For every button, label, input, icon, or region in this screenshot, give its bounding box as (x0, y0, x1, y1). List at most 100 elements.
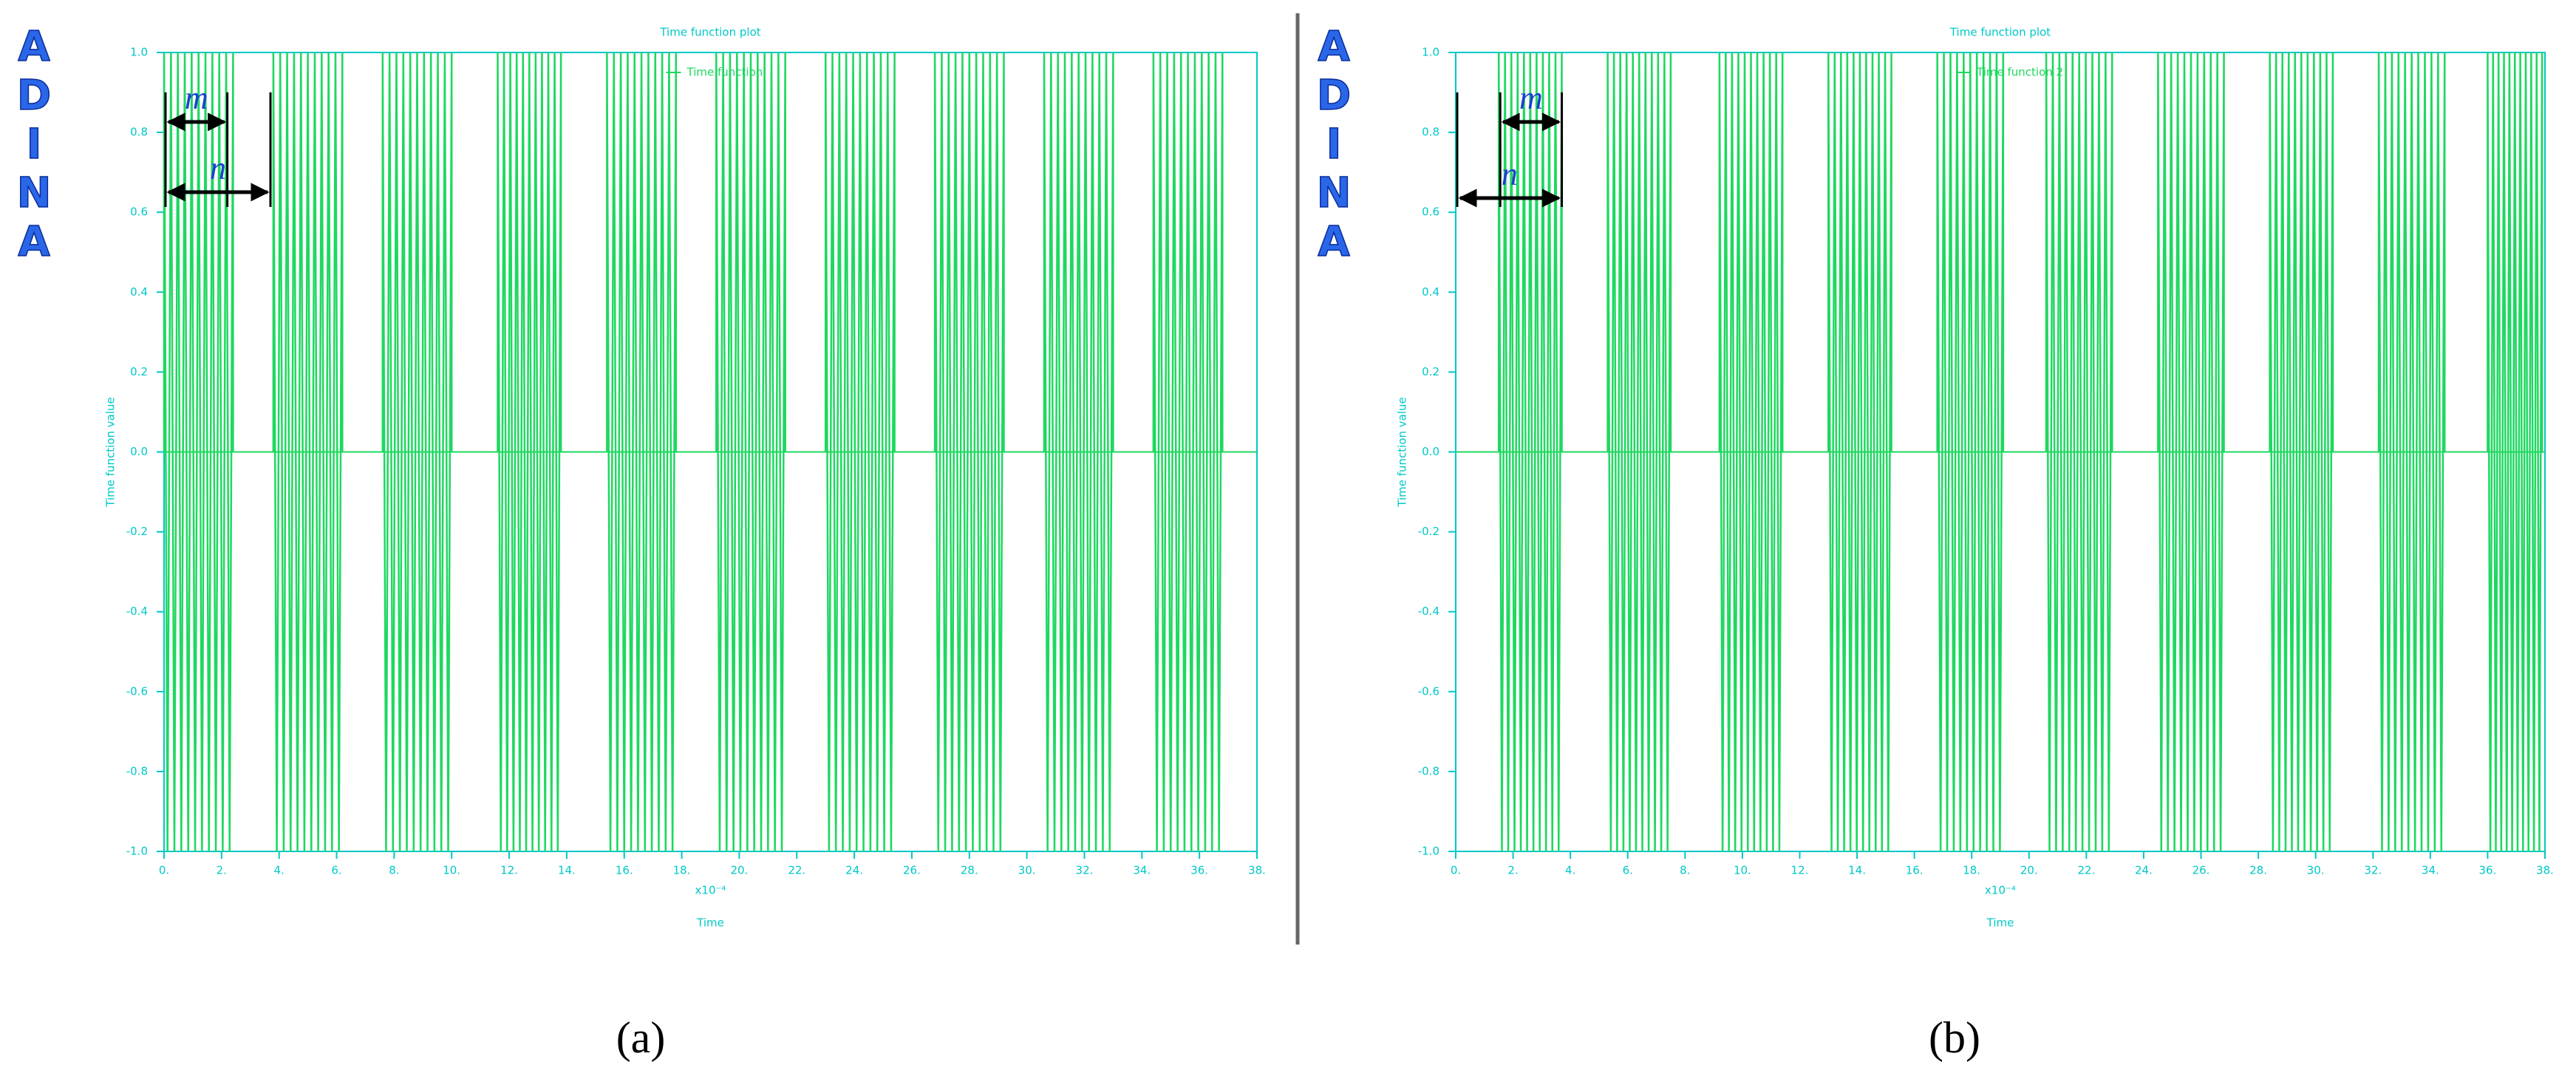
annotation-label: m (1519, 80, 1543, 116)
x-tick-label: 24. (2135, 864, 2153, 877)
logo-letter: N (17, 169, 52, 217)
y-tick-label: 0.0 (130, 445, 148, 458)
x-tick-label: 2. (217, 864, 227, 877)
y-axis-label: Time function value (1396, 397, 1409, 508)
y-tick-label: -0.2 (1418, 525, 1439, 538)
x-tick-label: 6. (331, 864, 341, 877)
x-tick-label: 4. (274, 864, 284, 877)
x-multiplier: x10⁻⁴ (1985, 884, 2016, 897)
burst (381, 52, 453, 852)
x-tick-label: 36. (2478, 864, 2496, 877)
burst (1718, 52, 1784, 852)
logo-letter: A (18, 23, 50, 71)
logo-letter: I (27, 120, 42, 169)
burst (1827, 52, 1892, 852)
y-tick-label: 0.8 (130, 126, 148, 139)
logo-letter: N (1317, 169, 1352, 217)
x-tick-label: 22. (2077, 864, 2095, 877)
x-tick-label: 38. (1248, 864, 1266, 877)
logo-letter: A (1318, 218, 1350, 266)
y-tick-label: -0.4 (1418, 605, 1439, 618)
y-tick-label: -0.6 (126, 684, 148, 698)
burst (1043, 52, 1114, 852)
logo-letter: A (18, 218, 50, 266)
burst (1152, 52, 1224, 852)
x-tick-label: 18. (1963, 864, 1980, 877)
x-tick-label: 30. (1018, 864, 1036, 877)
burst (163, 52, 234, 852)
y-tick-label: -0.6 (1418, 684, 1439, 698)
x-tick-label: 20. (2020, 864, 2038, 877)
y-tick-label: -1.0 (1418, 845, 1439, 858)
logo-letter: A (1318, 23, 1350, 71)
x-tick-label: 14. (1848, 864, 1866, 877)
y-tick-label: 0.8 (1422, 126, 1439, 139)
x-tick-label: 14. (558, 864, 576, 877)
burst (2157, 52, 2225, 852)
x-tick-label: 4. (1565, 864, 1575, 877)
y-tick-label: 1.0 (1422, 46, 1439, 59)
y-tick-label: 0.2 (1422, 365, 1439, 378)
burst (1936, 52, 2005, 852)
y-tick-label: -1.0 (126, 845, 148, 858)
x-axis-label: Time (696, 916, 724, 930)
burst (606, 52, 678, 852)
y-tick-label: 0.6 (130, 205, 148, 219)
y-tick-label: -0.2 (126, 525, 148, 538)
logo-letter: D (1317, 72, 1351, 120)
burst (2487, 52, 2543, 852)
caption: (b) (1929, 1013, 1980, 1062)
caption: (a) (616, 1013, 666, 1062)
x-tick-label: 10. (443, 864, 460, 877)
x-tick-label: 22. (788, 864, 805, 877)
x-tick-label: 36. (1190, 864, 1208, 877)
burst (715, 52, 786, 852)
x-tick-label: 6. (1623, 864, 1633, 877)
burst (824, 52, 896, 852)
annotation-label: n (1502, 156, 1518, 192)
y-axis-label: Time function value (104, 397, 117, 508)
x-tick-label: 34. (2422, 864, 2439, 877)
x-tick-label: 8. (1680, 864, 1690, 877)
burst (497, 52, 562, 852)
annotation-label: n (210, 150, 226, 186)
x-tick-label: 16. (616, 864, 633, 877)
x-tick-label: 0. (1451, 864, 1461, 877)
burst (2377, 52, 2446, 852)
y-tick-label: 0.6 (1422, 205, 1439, 219)
x-tick-label: 2. (1507, 864, 1518, 877)
x-tick-label: 24. (845, 864, 863, 877)
burst (272, 52, 344, 852)
chart-title: Time function plot (659, 26, 760, 39)
x-axis-label: Time (1986, 916, 2014, 930)
y-tick-label: 0.2 (130, 365, 148, 378)
y-tick-label: -0.8 (126, 764, 148, 778)
y-tick-label: -0.8 (1418, 764, 1439, 778)
logo-letter: I (1326, 120, 1342, 169)
burst (1497, 52, 1563, 852)
y-tick-label: 0.4 (130, 285, 148, 299)
x-tick-label: 10. (1734, 864, 1751, 877)
y-tick-label: 0.0 (1422, 445, 1439, 458)
x-tick-label: 28. (961, 864, 978, 877)
x-tick-label: 0. (159, 864, 169, 877)
x-tick-label: 8. (389, 864, 399, 877)
x-multiplier: x10⁻⁴ (695, 884, 726, 897)
logo-letter: D (17, 72, 51, 120)
burst (2269, 52, 2334, 852)
x-tick-label: 20. (730, 864, 748, 877)
legend-label: Time function 2 (1976, 66, 2063, 79)
x-tick-label: 38. (2536, 864, 2554, 877)
x-tick-label: 34. (1133, 864, 1151, 877)
x-tick-label: 28. (2249, 864, 2267, 877)
x-tick-label: 32. (2364, 864, 2382, 877)
annotation-label: m (185, 80, 208, 116)
burst (933, 52, 1005, 852)
x-tick-label: 12. (1791, 864, 1809, 877)
x-tick-label: 16. (1906, 864, 1924, 877)
x-tick-label: 26. (903, 864, 921, 877)
x-tick-label: 12. (500, 864, 518, 877)
y-tick-label: 0.4 (1422, 285, 1439, 299)
y-tick-label: 1.0 (130, 46, 148, 59)
